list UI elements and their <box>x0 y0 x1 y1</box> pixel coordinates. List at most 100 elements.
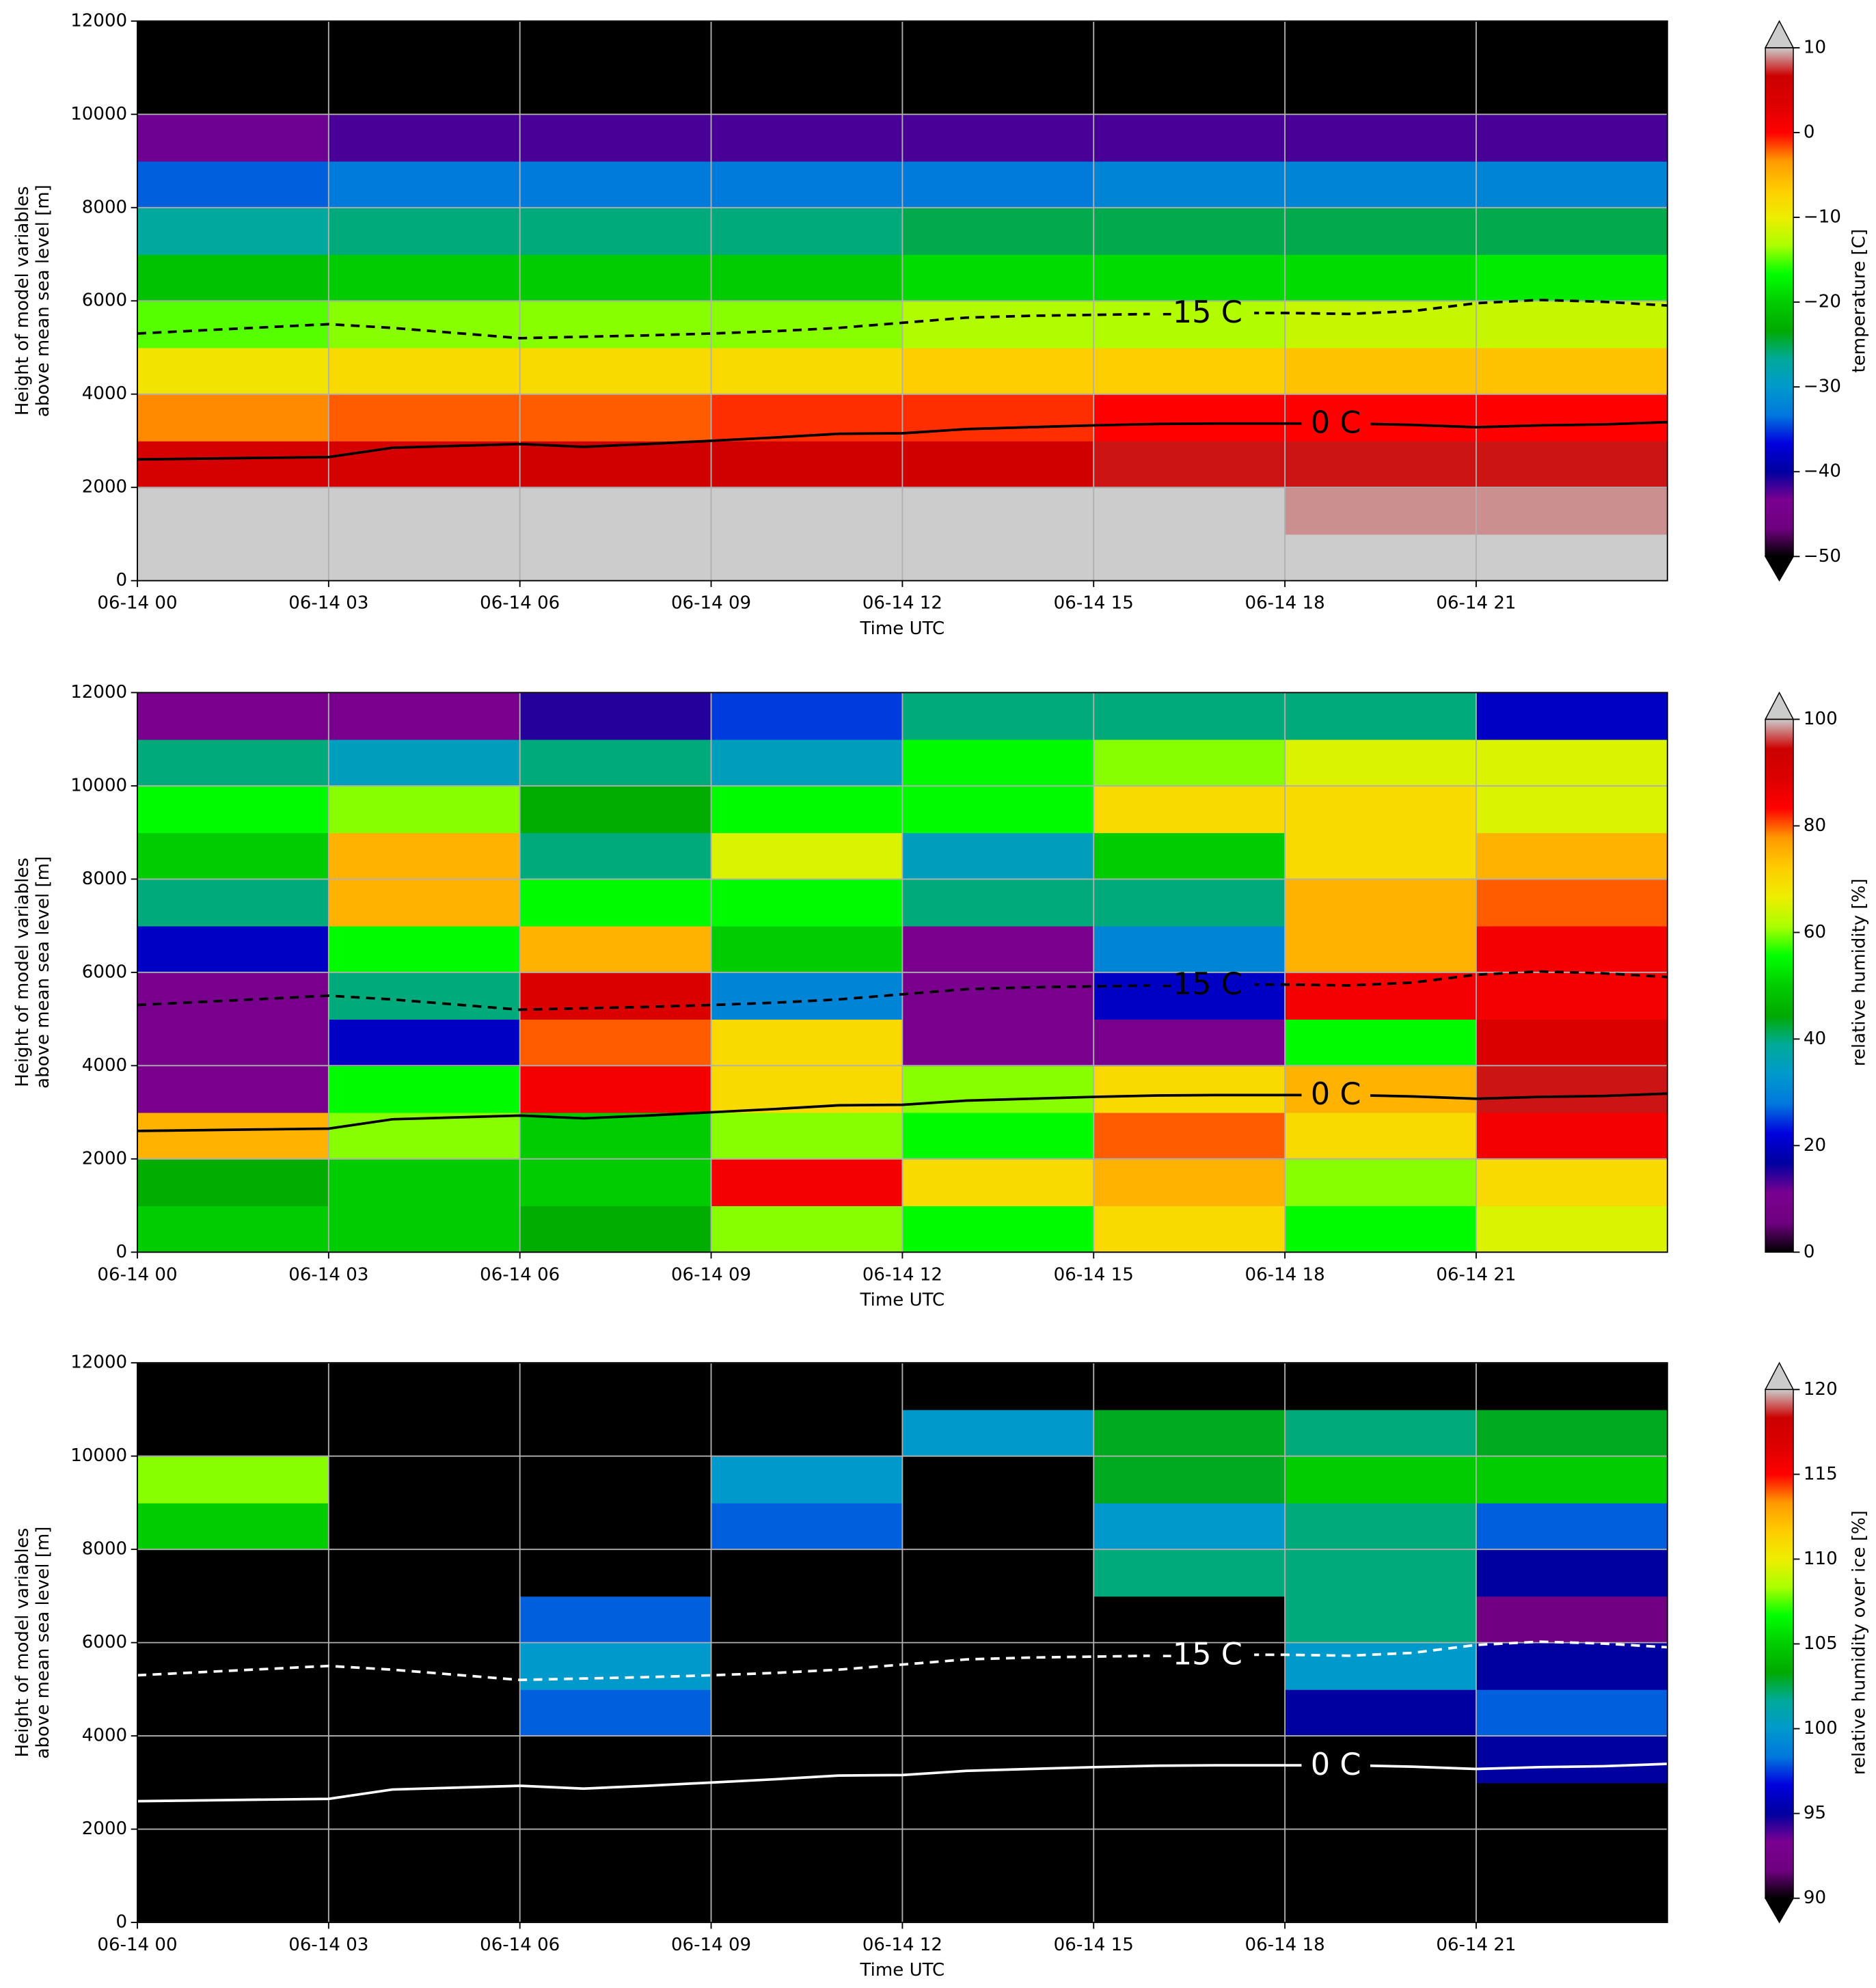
heatmap-cell <box>137 1875 329 1923</box>
heatmap-cell <box>1476 925 1668 973</box>
heatmap-cell <box>1285 1642 1477 1690</box>
heatmap-cell <box>1285 1829 1477 1877</box>
heatmap-cell <box>328 440 521 489</box>
heatmap-cell <box>1093 21 1286 68</box>
y-tick-label: 2000 <box>82 1819 127 1839</box>
heatmap-cell <box>519 1642 712 1690</box>
heatmap-cell <box>711 785 903 834</box>
x-tick-label: 06-14 00 <box>97 593 177 614</box>
heatmap-cell <box>1285 1019 1477 1067</box>
heatmap-cell <box>711 161 903 208</box>
y-tick-label: 2000 <box>82 1148 127 1169</box>
y-axis-label: Height of model variables <box>12 858 33 1087</box>
heatmap-cell <box>1476 972 1668 1020</box>
heatmap-cell <box>519 1363 712 1411</box>
heatmap-cell <box>1285 879 1477 927</box>
y-axis-label: Height of model variables <box>12 1528 33 1758</box>
heatmap-cell <box>1093 254 1286 302</box>
heatmap-cell <box>137 301 329 349</box>
heatmap-cell <box>902 1689 1095 1737</box>
heatmap-cell <box>1476 1363 1668 1411</box>
heatmap-cell <box>711 1549 903 1597</box>
x-tick-label: 06-14 06 <box>480 593 560 614</box>
y-tick-label: 0 <box>116 570 128 590</box>
colorbar <box>1765 47 1794 557</box>
heatmap-cell <box>711 440 903 489</box>
colorbar-extend <box>1764 556 1795 582</box>
heatmap-cell <box>1476 1112 1668 1160</box>
heatmap-cell <box>328 161 521 208</box>
heatmap-cell <box>137 440 329 489</box>
x-tick-label: 06-14 12 <box>862 593 942 614</box>
heatmap-cell <box>1093 161 1286 208</box>
heatmap-cell <box>137 1158 329 1206</box>
x-tick-label: 06-14 03 <box>288 1264 368 1285</box>
heatmap-cell <box>1093 394 1286 441</box>
heatmap-cell <box>902 925 1095 973</box>
heatmap-cell <box>519 692 712 740</box>
colorbar-tick-label: 110 <box>1804 1549 1838 1569</box>
colorbar-tick-label: −10 <box>1804 207 1841 228</box>
heatmap-cell <box>328 1875 521 1923</box>
x-tick-label: 06-14 15 <box>1054 1935 1134 1955</box>
heatmap-cell <box>1476 785 1668 834</box>
heatmap-cell <box>519 21 712 68</box>
heatmap-cell <box>902 1112 1095 1160</box>
heatmap-cell <box>711 832 903 880</box>
x-tick-label: 06-14 06 <box>480 1935 560 1955</box>
heatmap-cell <box>902 972 1095 1020</box>
heatmap-cell <box>902 1549 1095 1597</box>
heatmap-cell <box>328 1689 521 1737</box>
heatmap-cell <box>711 68 903 115</box>
heatmap-cell <box>1285 785 1477 834</box>
x-tick-label: 06-14 09 <box>671 1264 751 1285</box>
heatmap-cell <box>519 1409 712 1457</box>
heatmap-cell <box>711 21 903 68</box>
heatmap-cell <box>902 879 1095 927</box>
heatmap-cell <box>519 1596 712 1644</box>
heatmap-cell <box>902 534 1095 581</box>
heatmap-cell <box>137 534 329 581</box>
x-tick-label: 06-14 15 <box>1054 1264 1134 1285</box>
heatmap-cell <box>902 1596 1095 1644</box>
contour-line <box>137 970 1668 1011</box>
y-tick-label: 10000 <box>70 1445 127 1466</box>
x-tick-label: 06-14 18 <box>1245 1935 1325 1955</box>
heatmap-cell <box>902 114 1095 162</box>
heatmap-cell <box>1285 1112 1477 1160</box>
heatmap-cell <box>137 1409 329 1457</box>
heatmap-cell <box>1476 161 1668 208</box>
heatmap-cell <box>1285 832 1477 880</box>
heatmap-cell <box>1093 207 1286 255</box>
colorbar-extend <box>1764 20 1795 49</box>
heatmap-cell <box>1285 1158 1477 1206</box>
heatmap-cell <box>1476 440 1668 489</box>
heatmap-cell <box>1476 1456 1668 1503</box>
colorbar-extend <box>1764 1361 1795 1391</box>
heatmap-cell <box>1093 692 1286 740</box>
heatmap-cell <box>328 487 521 535</box>
colorbar-tick-label: 20 <box>1804 1135 1826 1156</box>
heatmap-cell <box>711 1158 903 1206</box>
heatmap-cell <box>902 394 1095 441</box>
heatmap-cell <box>328 1456 521 1503</box>
heatmap-cell <box>1093 1409 1286 1457</box>
heatmap-cell <box>1093 1689 1286 1737</box>
x-tick-label: 06-14 18 <box>1245 1264 1325 1285</box>
heatmap-cell <box>328 21 521 68</box>
heatmap-cell <box>1285 68 1477 115</box>
heatmap-cell <box>328 1065 521 1113</box>
heatmap-cell <box>519 534 712 581</box>
heatmap-cell <box>137 925 329 973</box>
x-tick-label: 06-14 12 <box>862 1935 942 1955</box>
heatmap-cell <box>1093 785 1286 834</box>
heatmap-cell <box>137 785 329 834</box>
heatmap-cell <box>902 1736 1095 1784</box>
y-tick-label: 8000 <box>82 869 127 889</box>
heatmap-cell <box>1285 1689 1477 1737</box>
contour-label: -15 C <box>1162 966 1242 1002</box>
heatmap-cell <box>1476 114 1668 162</box>
x-tick-label: 06-14 06 <box>480 1264 560 1285</box>
heatmap-cell <box>711 739 903 787</box>
heatmap-cell <box>1476 487 1668 535</box>
